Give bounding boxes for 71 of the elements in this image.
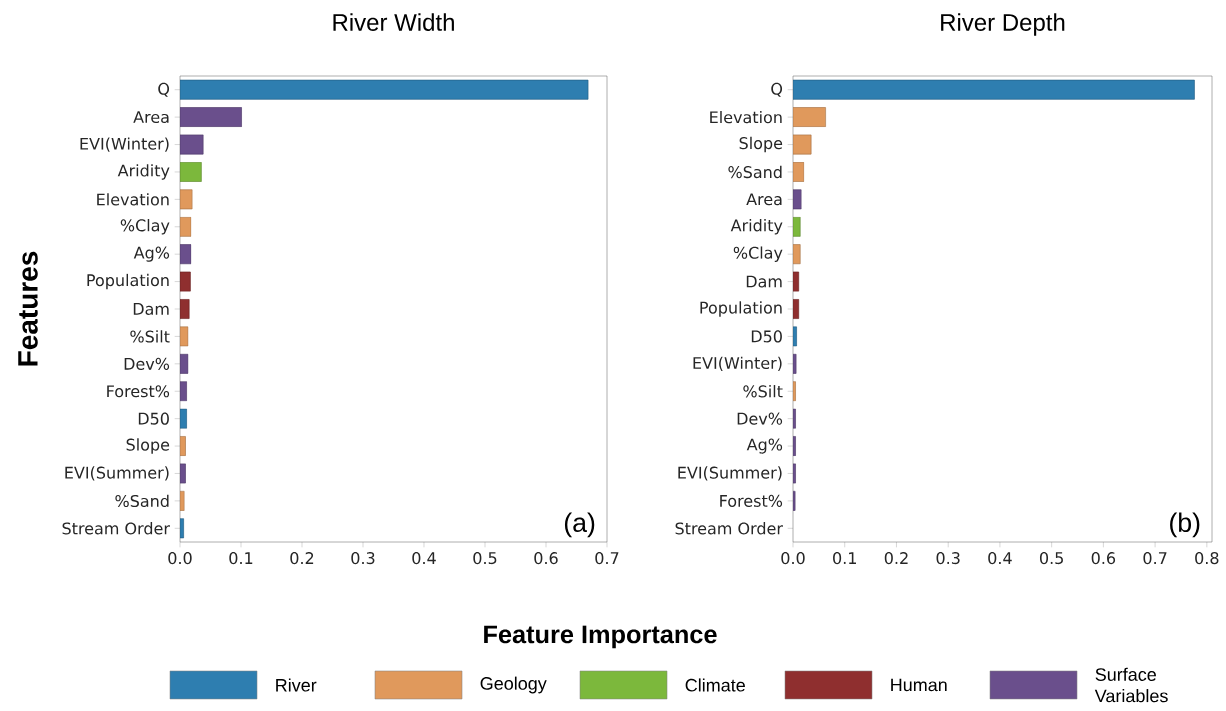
legend-label: Climate xyxy=(685,678,745,692)
bar xyxy=(793,189,802,210)
y-tick-label: Forest% xyxy=(720,494,783,507)
bar xyxy=(793,134,812,155)
y-tick-label: D50 xyxy=(751,330,782,343)
y-tick-label: Slope xyxy=(126,438,170,454)
x-tick-label: 0.1 xyxy=(833,552,856,565)
x-tick-label: 0.5 xyxy=(1039,552,1063,565)
y-tick-label: Forest% xyxy=(107,385,170,398)
y-tick-label: Elevation xyxy=(710,110,782,124)
y-tick-label: %Sand xyxy=(115,494,169,508)
x-tick-label: 0.3 xyxy=(351,552,375,565)
x-tick-label: 0.1 xyxy=(229,552,253,565)
y-tick-label: %Sand xyxy=(728,165,782,179)
legend-label: Geology xyxy=(480,676,547,694)
y-tick-label: %Clay xyxy=(733,246,783,262)
x-tick-label: 0.0 xyxy=(781,552,805,565)
y-tick-label: Dev% xyxy=(124,357,170,370)
y-tick-label: Elevation xyxy=(97,193,169,206)
y-tick-label: Area xyxy=(133,111,169,124)
x-tick-label: 0.2 xyxy=(884,552,908,565)
y-tick-label: Ag% xyxy=(746,438,783,454)
bar xyxy=(180,189,193,210)
x-tick-label: 0.0 xyxy=(168,552,192,565)
y-tick-label: Aridity xyxy=(117,164,170,180)
x-tick-label: 0.7 xyxy=(595,552,619,565)
bar xyxy=(180,79,589,100)
y-tick-label: Dam xyxy=(133,303,169,315)
y-tick-label: EVI(Summer) xyxy=(678,466,782,481)
bar xyxy=(793,162,805,182)
x-tick-label: 0.8 xyxy=(1195,552,1219,565)
x-tick-label: 0.4 xyxy=(412,552,436,565)
y-tick-label: D50 xyxy=(138,412,169,425)
y-tick-label: EVI(Winter) xyxy=(80,137,169,152)
x-tick-label: 0.6 xyxy=(1091,552,1116,565)
y-tick-label: Area xyxy=(746,193,782,206)
y-tick-label: Q xyxy=(771,82,783,97)
legend-label: River xyxy=(276,678,317,692)
y-tick-label: %Silt xyxy=(743,385,783,398)
legend-label: Human xyxy=(891,678,947,692)
y-tick-label: Stream Order xyxy=(675,522,783,535)
y-tick-label: Dam xyxy=(746,275,782,288)
y-tick-label: Slope xyxy=(739,136,783,153)
x-tick-label: 0.3 xyxy=(936,552,960,565)
y-tick-label: Q xyxy=(158,82,170,97)
y-tick-label: %Clay xyxy=(120,219,170,235)
y-tick-label: Ag% xyxy=(133,246,170,262)
annotation: (b) xyxy=(1170,512,1200,538)
x-tick-label: 0.5 xyxy=(473,552,497,565)
bar xyxy=(793,79,1195,100)
y-tick-label: Stream Order xyxy=(62,522,170,535)
x-tick-label: 0.6 xyxy=(534,552,558,565)
y-tick-label: EVI(Winter) xyxy=(693,356,782,371)
x-tick-label: 0.4 xyxy=(988,552,1012,565)
annotation: (a) xyxy=(564,512,595,538)
x-axis-title: Feature Importance xyxy=(484,625,717,649)
chart-title: River Width xyxy=(333,13,454,31)
y-tick-label: Population xyxy=(700,301,782,317)
x-tick-label: 0.2 xyxy=(290,552,314,565)
y-tick-label: EVI(Summer) xyxy=(65,466,169,481)
chart-title: River Depth xyxy=(941,13,1065,36)
x-tick-label: 0.7 xyxy=(1143,552,1167,565)
legend-label: Surface Variables xyxy=(1094,667,1168,703)
bar xyxy=(180,162,202,182)
y-tick-label: Dev% xyxy=(737,412,783,425)
y-tick-label: Aridity xyxy=(730,219,783,235)
y-tick-label: Population xyxy=(87,273,169,290)
y-axis-title: Features xyxy=(18,251,38,366)
bar xyxy=(180,299,190,319)
y-tick-label: %Silt xyxy=(130,330,170,343)
bar xyxy=(180,107,242,128)
